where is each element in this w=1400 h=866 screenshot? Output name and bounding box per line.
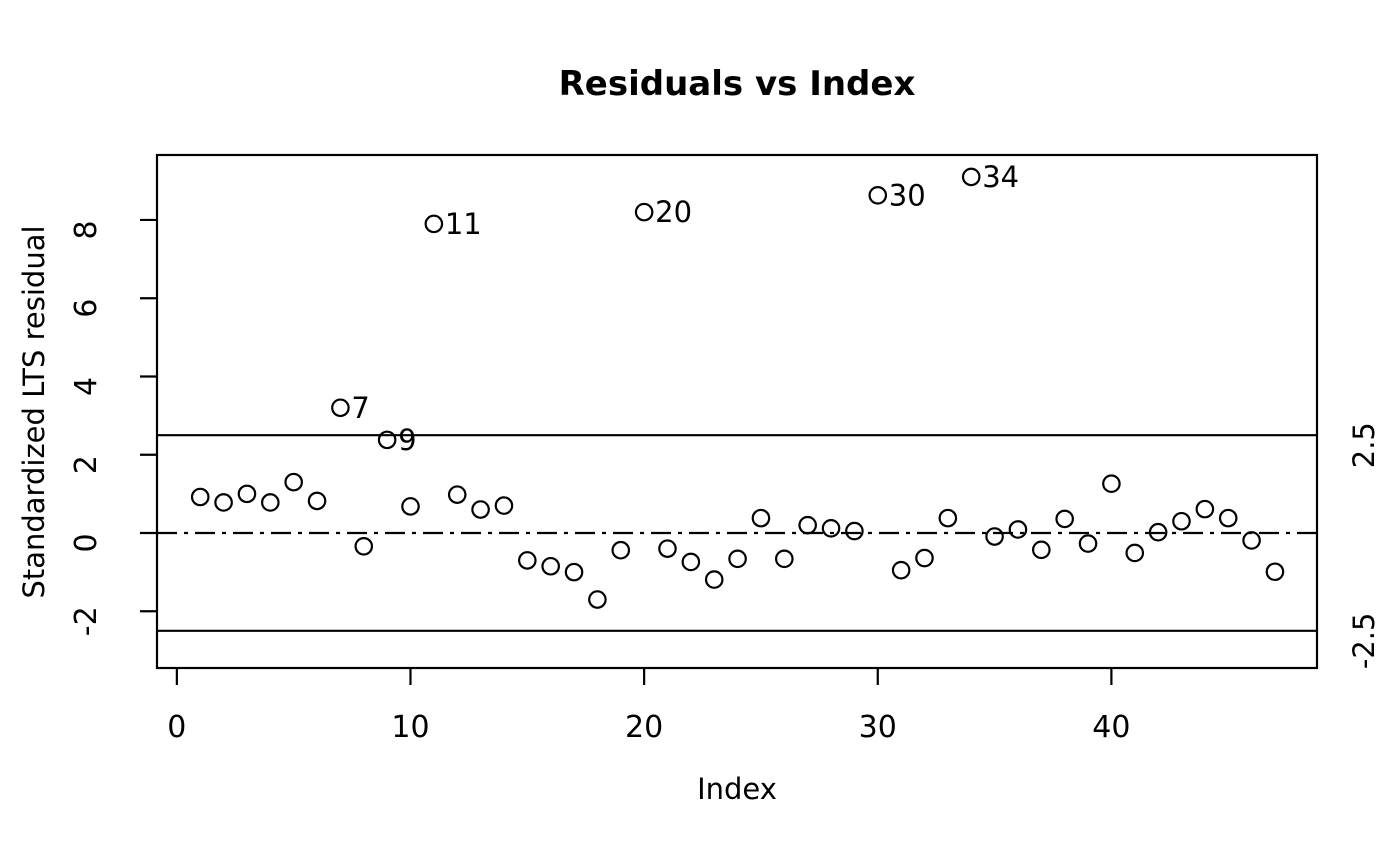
data-point — [564, 562, 584, 582]
x-tick-label: 0 — [167, 710, 186, 745]
x-tick-label: 40 — [1092, 710, 1130, 745]
data-point — [821, 519, 841, 538]
outlier-point-label: 11 — [445, 207, 482, 241]
outlier-point-label: 30 — [889, 178, 926, 212]
chart-title: Residuals vs Index — [559, 64, 916, 104]
right-axis-label: -2.5 — [1347, 613, 1381, 670]
data-point — [1172, 511, 1191, 531]
data-point — [681, 552, 701, 572]
data-point — [868, 186, 888, 205]
data-point — [704, 570, 724, 589]
y-tick-label: 4 — [69, 377, 104, 396]
y-tick-label: 2 — [69, 455, 104, 474]
data-point — [728, 549, 747, 569]
data-point — [891, 560, 911, 580]
data-point — [214, 493, 233, 512]
data-point — [377, 430, 397, 450]
y-tick-label: 0 — [69, 533, 104, 552]
data-point — [1078, 534, 1098, 553]
data-point — [915, 548, 934, 568]
y-axis-title: Standardized LTS residual — [17, 225, 51, 598]
data-point — [961, 167, 981, 187]
data-point — [775, 549, 794, 569]
data-point — [1195, 499, 1215, 519]
data-point — [1032, 540, 1051, 560]
data-point — [1102, 474, 1121, 493]
outlier-point-label: 34 — [982, 160, 1019, 194]
y-tick-label: 6 — [69, 299, 104, 318]
y-tick-label: -2 — [69, 606, 104, 636]
data-point — [658, 539, 677, 558]
data-point — [798, 515, 817, 535]
data-point — [331, 398, 350, 418]
data-point — [424, 214, 444, 234]
data-point — [471, 500, 490, 519]
data-point — [611, 540, 631, 560]
x-tick-label: 10 — [391, 710, 429, 745]
data-point — [541, 556, 560, 576]
data-point — [634, 202, 654, 222]
x-tick-label: 30 — [859, 710, 897, 745]
data-point — [447, 485, 467, 504]
right-axis-label: 2.5 — [1347, 422, 1381, 468]
data-point — [1125, 543, 1145, 563]
outlier-point-label: 9 — [398, 423, 416, 457]
data-point — [354, 537, 374, 556]
data-point — [845, 521, 864, 541]
data-point — [1055, 509, 1074, 529]
data-point — [1148, 522, 1168, 542]
data-point — [1218, 508, 1238, 528]
data-point — [751, 508, 771, 528]
data-point — [938, 508, 958, 528]
data-point — [307, 491, 327, 511]
x-axis-title: Index — [697, 772, 777, 806]
data-point — [1242, 531, 1261, 550]
data-point — [588, 590, 607, 609]
y-tick-label: 8 — [69, 220, 104, 239]
data-point — [1008, 520, 1028, 539]
data-point — [494, 496, 514, 515]
data-point — [985, 527, 1004, 546]
plot-area: 0 10 20 30 40 -2 0 2 4 6 8 2.5 -2.5 79 11 20 30 34 — [69, 153, 1381, 745]
x-tick-label: 20 — [625, 710, 663, 745]
data-point — [518, 551, 537, 570]
data-point — [237, 484, 257, 504]
outlier-point-label: 7 — [351, 391, 369, 425]
data-point — [284, 472, 303, 492]
data-point — [1265, 562, 1285, 582]
data-point — [190, 487, 210, 507]
data-point — [261, 493, 280, 512]
outlier-point-label: 20 — [655, 195, 692, 229]
data-point — [401, 497, 420, 516]
plot-box — [155, 153, 1319, 670]
